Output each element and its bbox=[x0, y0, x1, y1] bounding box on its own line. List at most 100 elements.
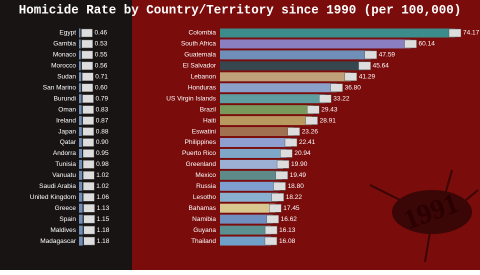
category-label: Lesotho bbox=[193, 194, 217, 201]
category-label: Namibia bbox=[192, 216, 216, 223]
category-label: Guatemala bbox=[184, 52, 216, 59]
category-label: Andorra bbox=[53, 150, 77, 157]
category-label: Russia bbox=[196, 183, 216, 190]
bar bbox=[79, 203, 83, 213]
category-label: Philippines bbox=[185, 139, 217, 146]
category-label: San Marino bbox=[43, 84, 77, 91]
category-label: El Salvador bbox=[183, 63, 217, 70]
category-label: Mexico bbox=[195, 172, 216, 179]
category-label: Puerto Rico bbox=[182, 150, 216, 157]
flag bbox=[269, 203, 282, 213]
value-label: 45.64 bbox=[373, 63, 390, 70]
category-label: Monaco bbox=[53, 52, 77, 59]
bar bbox=[79, 181, 83, 191]
bar bbox=[220, 94, 326, 104]
flag bbox=[364, 50, 377, 60]
bar bbox=[79, 61, 81, 71]
flag bbox=[448, 28, 462, 38]
category-label: Maldives bbox=[50, 227, 76, 234]
flag bbox=[280, 149, 293, 158]
value-label: 1.13 bbox=[97, 205, 110, 212]
flag bbox=[83, 214, 95, 224]
category-label: Japan bbox=[58, 128, 76, 135]
flag bbox=[344, 72, 358, 82]
flag bbox=[276, 160, 290, 169]
bar bbox=[220, 236, 271, 246]
category-label: Colombia bbox=[189, 30, 217, 37]
bar bbox=[220, 138, 292, 147]
category-label: Sudan bbox=[57, 74, 76, 81]
value-label: 0.98 bbox=[96, 161, 109, 168]
bar bbox=[79, 127, 82, 137]
flag bbox=[82, 149, 95, 158]
flag bbox=[330, 83, 343, 92]
category-label: Haiti bbox=[203, 117, 216, 124]
value-label: 0.79 bbox=[96, 95, 109, 102]
bar bbox=[220, 181, 280, 191]
flag bbox=[83, 182, 95, 191]
flag bbox=[83, 225, 95, 235]
flag bbox=[82, 116, 94, 125]
flag bbox=[83, 236, 95, 246]
value-label: 0.46 bbox=[94, 30, 107, 37]
flag bbox=[264, 225, 278, 235]
value-label: 60.14 bbox=[419, 41, 436, 48]
bar bbox=[79, 159, 83, 169]
bar bbox=[220, 72, 351, 82]
bar bbox=[79, 236, 83, 246]
flag bbox=[284, 138, 298, 147]
bar bbox=[79, 138, 82, 147]
category-label: Lebanon bbox=[191, 74, 217, 81]
flag bbox=[81, 50, 93, 60]
bar bbox=[220, 105, 314, 115]
value-label: 0.71 bbox=[95, 74, 108, 81]
value-label: 0.90 bbox=[96, 139, 109, 146]
category-label: Ireland bbox=[56, 117, 76, 124]
value-label: 0.88 bbox=[96, 128, 109, 135]
category-label: Qatar bbox=[60, 139, 77, 146]
crack-lines bbox=[369, 169, 479, 263]
flag bbox=[287, 127, 300, 136]
value-label: 1.18 bbox=[97, 238, 110, 245]
value-label: 18.80 bbox=[288, 183, 305, 190]
bar bbox=[220, 50, 371, 60]
bar bbox=[220, 148, 287, 158]
category-label: Tunisia bbox=[55, 161, 76, 168]
flag bbox=[275, 171, 288, 180]
value-label: 16.08 bbox=[279, 238, 296, 245]
flag bbox=[266, 214, 279, 224]
value-label: 18.22 bbox=[286, 194, 303, 201]
flag bbox=[83, 203, 95, 213]
bar bbox=[79, 105, 82, 115]
value-label: 0.83 bbox=[96, 106, 109, 113]
bar bbox=[79, 72, 82, 82]
value-label: 1.06 bbox=[96, 194, 109, 201]
bar bbox=[220, 127, 294, 137]
flag bbox=[83, 193, 95, 202]
flag bbox=[82, 138, 95, 147]
category-label: Brazil bbox=[200, 106, 217, 113]
value-label: 28.91 bbox=[320, 117, 337, 124]
chart-title: Homicide Rate by Country/Territory since… bbox=[19, 3, 462, 17]
bar bbox=[79, 170, 83, 180]
value-label: 0.53 bbox=[95, 41, 108, 48]
bar bbox=[79, 28, 81, 38]
bar bbox=[79, 148, 83, 158]
flag bbox=[82, 160, 95, 169]
bar bbox=[220, 116, 312, 126]
bar bbox=[220, 225, 272, 235]
bar bbox=[220, 203, 276, 213]
flag bbox=[82, 94, 94, 103]
flag bbox=[264, 236, 278, 246]
category-label: Madagascar bbox=[40, 238, 77, 245]
value-label: 19.90 bbox=[291, 161, 308, 168]
flag bbox=[81, 61, 93, 71]
flag bbox=[305, 116, 318, 125]
category-label: Burundi bbox=[54, 95, 76, 102]
bar bbox=[220, 61, 365, 71]
bar bbox=[220, 28, 455, 38]
category-label: Morocco bbox=[51, 63, 76, 70]
category-label: Spain bbox=[59, 216, 76, 223]
bar bbox=[79, 192, 83, 202]
value-label: 0.55 bbox=[95, 52, 108, 59]
